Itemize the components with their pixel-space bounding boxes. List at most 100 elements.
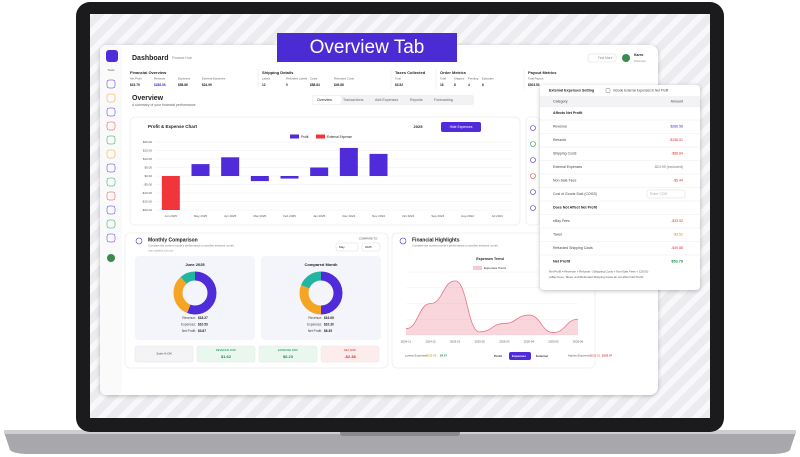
sidebar-icon[interactable] [106,219,116,229]
tool-icon[interactable] [530,189,536,195]
donut-segment [173,271,217,315]
row-label: Refunded Shipping Costs [553,246,593,250]
column-header: Category [553,99,568,103]
laptop-base [4,432,796,454]
x-tick-label: 2025-04 [524,340,535,344]
summary-title: Taxes Collected [395,70,426,75]
bar [221,157,240,176]
section-header: Affects Net Profit [553,111,583,115]
row-amount: -$5.44 [673,178,683,182]
line [405,280,579,333]
tab[interactable]: Transactions [343,98,364,102]
tool-icon[interactable] [530,157,536,163]
checkbox[interactable] [605,88,611,93]
highest-label: Highest Expenses: [568,354,592,358]
month-select[interactable]: May [339,245,345,249]
panel-note: (eBay Fees, Taxes, and Refunded Shipping… [549,275,643,279]
year-select[interactable]: 2025 [414,124,424,129]
button-active[interactable] [509,352,531,360]
tab[interactable]: Reports [410,98,423,102]
summary-value: $24.99 [202,83,212,87]
sidebar-icon[interactable] [106,121,116,131]
year-select[interactable]: 2025 [365,245,372,249]
user-name: Karro [634,53,643,57]
diff-label: Sales % Diff [156,352,171,356]
tool-icon[interactable] [530,141,536,147]
sidebar-icon[interactable] [106,79,116,89]
lowest-value: $4.67 [440,354,447,358]
chart-title: Profit & Expense Chart [148,124,198,129]
sidebar-icon[interactable] [106,163,116,173]
x-tick-label: Oct 2024 [402,214,415,218]
summary-title: Financial Overview [130,70,167,75]
banner-title: Overview Tab [310,37,425,58]
net-label: Net Profit [553,260,571,264]
diff-label: REVENUE DIFF [216,348,237,352]
donut-legend-value: $18.27 [198,316,208,320]
tool-icon[interactable] [530,125,536,131]
x-tick-label: Nov 2024 [372,214,385,218]
sidebar-icon[interactable] [106,135,116,145]
card-subtitle: Compare the current month's performance … [148,244,235,248]
summary-label: Pending [468,77,479,81]
summary-value: $58.86 [178,83,188,87]
donut-legend-value: $10.30 [324,322,334,326]
year-select[interactable] [361,242,381,252]
y-tick-label: $15.00 [143,148,153,152]
highest-value: $103.07 [602,354,613,358]
sidebar-icon[interactable] [106,177,116,187]
donut-segment [299,271,343,315]
sidebar-icon[interactable] [106,149,116,159]
row-amount: -$49.88 [671,246,683,250]
summary-title: Shipping Details [262,70,294,75]
summary-value: $3.52 [395,83,403,87]
sidebar-icon[interactable] [106,233,116,243]
tool-icon[interactable] [530,173,536,179]
row-amount: $286.58 [670,124,683,128]
summary-label: Refunded Labels [286,77,308,81]
cog-input[interactable]: Enter COG [650,192,668,196]
diff-box [134,345,194,363]
sidebar-icon[interactable] [106,93,116,103]
donut-legend-value: $10.53 [198,322,208,326]
summary-value: 6 [482,83,484,87]
y-tick-label: $0.00 [144,174,152,178]
summary-label: Episodes [482,77,494,81]
sidebar-icon[interactable] [106,107,116,117]
row-amount: -$158.51 [669,138,683,142]
row-amount: -$3.52 [673,232,683,236]
bar [339,147,358,176]
tab[interactable]: Overview [317,98,332,102]
panel-note: Net Profit = Revenue + Refunds - (Shippi… [549,269,648,273]
chart-title: Expenses Trend [476,257,504,261]
y-tick-label: -$15.00 [142,199,153,203]
summary-value: $49.88 [334,83,344,87]
button-bg[interactable] [441,122,481,132]
sidebar-icon[interactable] [106,205,116,215]
x-tick-label: Sep 2024 [431,214,444,218]
tab-active[interactable] [313,96,341,104]
summary-title: Payout Metrics [528,70,557,75]
donut-legend-label: Expenses: [181,322,196,326]
tool-icon[interactable] [530,205,536,211]
x-tick-label: 2025-06 [573,340,584,344]
y-tick-label: -$10.00 [142,191,153,195]
hide-expenses-button[interactable]: Hide Expenses [450,125,473,129]
lowest-month: 2025-05 [426,354,437,358]
toggle-button[interactable]: External [536,354,548,358]
toggle-button[interactable]: Expenses [512,354,526,358]
donut-legend-value: $3.87 [198,329,206,333]
tab[interactable]: Forecasting [434,98,453,102]
donut-legend-label: Net Profit: [308,329,322,333]
month-select[interactable] [335,242,359,252]
sidebar-icon[interactable] [106,191,116,201]
cog-input[interactable] [646,189,686,199]
user-plan: Premium [634,59,647,63]
x-tick-label: 2025-01 [450,340,461,344]
tab[interactable]: Add Expenses [375,98,398,102]
row-amount: -$33.52 [671,219,683,223]
search-box[interactable] [587,53,617,63]
card-updated: Last updated just now [148,249,173,253]
toggle-button[interactable]: Profit [494,354,502,358]
